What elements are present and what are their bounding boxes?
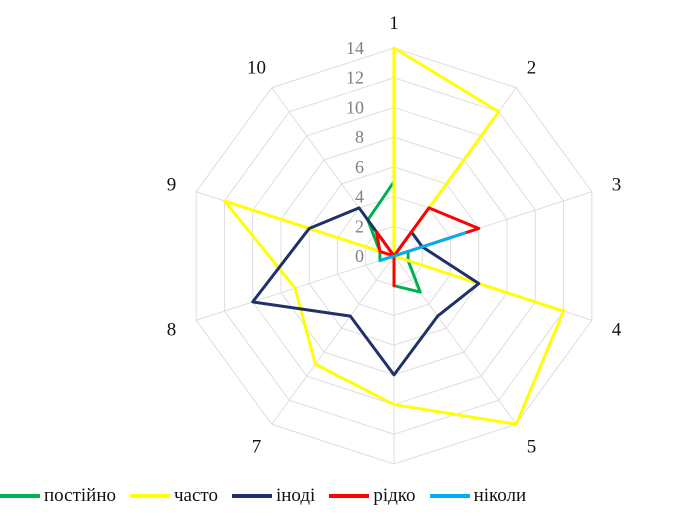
series-line — [378, 231, 467, 263]
legend-item: часто — [130, 485, 218, 507]
category-label: 8 — [167, 319, 177, 340]
legend: постійно часто іноді рідко ніколи — [0, 482, 688, 510]
tick-label: 0 — [355, 246, 364, 266]
tick-label: 6 — [355, 157, 364, 177]
tick-label: 4 — [355, 187, 364, 207]
category-label: 4 — [612, 319, 622, 340]
legend-label: іноді — [275, 485, 316, 506]
grid-spoke — [271, 255, 395, 425]
category-label: 2 — [527, 58, 537, 79]
legend-item: іноді — [231, 485, 316, 507]
legend-swatch — [329, 494, 370, 498]
tick-label: 10 — [346, 97, 364, 117]
legend-swatch — [130, 494, 170, 498]
tick-label: 2 — [355, 216, 364, 236]
category-label: 5 — [527, 436, 537, 457]
legend-label: постійно — [44, 485, 116, 506]
category-label: 10 — [247, 58, 266, 79]
category-label: 7 — [252, 436, 262, 457]
legend-item: рідко — [329, 485, 416, 507]
legend-item: ніколи — [429, 485, 527, 507]
series-line — [375, 206, 481, 288]
radial-tick-labels: 0 2 4 6 8 10 12 14 — [346, 38, 364, 266]
category-label: 3 — [612, 175, 622, 196]
legend-label: рідко — [373, 485, 416, 506]
legend-item: постійно — [0, 485, 116, 507]
tick-label: 14 — [346, 38, 364, 58]
legend-label: часто — [174, 485, 218, 506]
category-label: 9 — [167, 175, 177, 196]
series-lines — [222, 46, 566, 426]
series-line — [251, 206, 481, 377]
legend-swatch — [429, 494, 470, 498]
legend-swatch — [231, 494, 272, 498]
tick-label: 8 — [355, 127, 364, 147]
tick-label: 12 — [346, 68, 364, 88]
category-label: 1 — [389, 13, 399, 34]
legend-swatch — [0, 494, 40, 498]
legend-label: ніколи — [473, 485, 527, 506]
category-labels: 12345678910 — [167, 13, 622, 457]
grid-spoke — [393, 255, 517, 425]
